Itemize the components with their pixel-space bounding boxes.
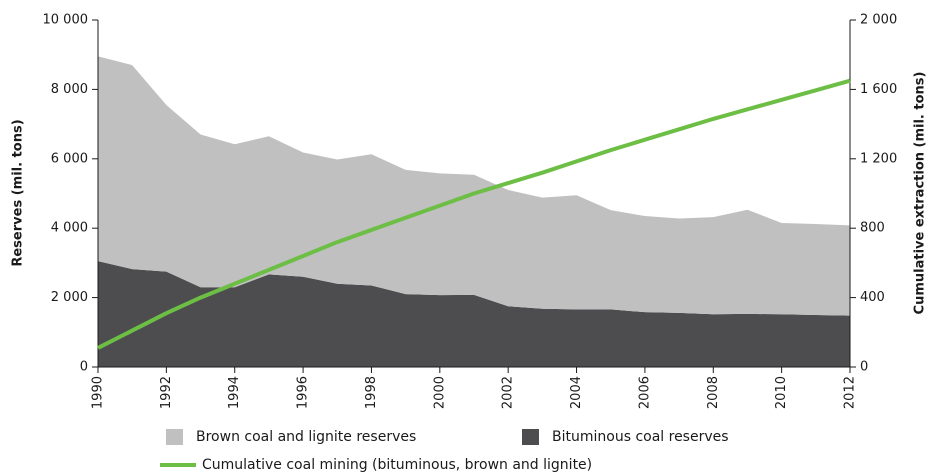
x-tick-label: 1996 [296, 376, 311, 409]
area [98, 261, 850, 367]
legend-label: Bituminous coal reserves [552, 429, 729, 445]
y2-tick-label: 1 200 [860, 151, 897, 166]
y2-axis-title: Cumulative extraction (mil. tons) [913, 72, 928, 315]
x-tick-label: 1992 [159, 376, 174, 409]
y2-tick-label: 400 [860, 290, 885, 305]
legend-label: Cumulative coal mining (bituminous, brow… [202, 457, 592, 473]
x-tick-label: 2006 [637, 376, 652, 409]
area [98, 56, 850, 316]
line [97, 78, 851, 350]
y-tick-label: 4 000 [51, 221, 88, 236]
x-tick-label: 1990 [91, 376, 106, 409]
x-tick-label: 2010 [774, 376, 789, 409]
y-tick-label: 0 [80, 360, 88, 375]
y-tick-label: 6 000 [51, 151, 88, 166]
x-tick-label: 2002 [501, 376, 516, 409]
x-tick-label: 1998 [364, 376, 379, 409]
legend-swatch [522, 429, 539, 445]
y2-tick-label: 0 [860, 360, 868, 375]
y-axis-title: Reserves (mil. tons) [11, 119, 26, 266]
y2-tick-label: 800 [860, 221, 885, 236]
legend-label: Brown coal and lignite reserves [196, 429, 416, 445]
legend-swatch [166, 429, 183, 445]
y2-tick-label: 2 000 [860, 13, 897, 28]
y-tick-label: 2 000 [51, 290, 88, 305]
y2-tick-label: 1 600 [860, 82, 897, 97]
x-tick-label: 1994 [227, 376, 242, 409]
y-tick-label: 10 000 [43, 13, 89, 28]
x-tick-label: 2012 [843, 376, 858, 409]
x-tick-label: 2000 [432, 376, 447, 409]
x-tick-label: 2008 [706, 376, 721, 409]
y-tick-label: 8 000 [51, 82, 88, 97]
x-tick-label: 2004 [569, 376, 584, 409]
